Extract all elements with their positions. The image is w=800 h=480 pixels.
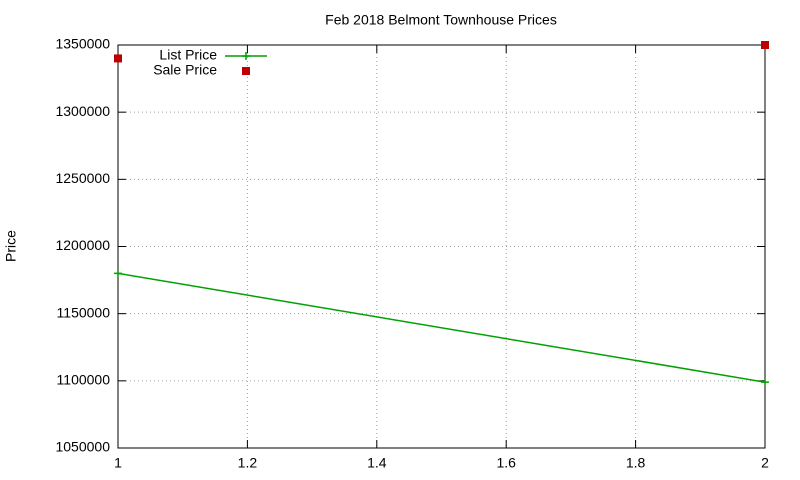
point bbox=[114, 54, 122, 63]
x-tick-label: 1.2 bbox=[238, 455, 258, 471]
x-tick-label: 1 bbox=[114, 455, 122, 471]
legend-marker bbox=[242, 67, 250, 75]
y-tick-label: 1250000 bbox=[55, 170, 110, 186]
legend-label: List Price bbox=[159, 47, 217, 63]
x-tick-label: 1.4 bbox=[367, 455, 387, 471]
legend-marker bbox=[242, 52, 250, 60]
chart-title: Feb 2018 Belmont Townhouse Prices bbox=[325, 12, 557, 28]
plot-border bbox=[117, 44, 766, 449]
y-tick-label: 1200000 bbox=[55, 237, 110, 253]
y-tick-label: 1350000 bbox=[55, 36, 110, 52]
y-tick-label: 1150000 bbox=[57, 304, 111, 320]
series-line bbox=[117, 272, 766, 383]
x-tick-label: 2 bbox=[761, 455, 769, 471]
legend-label: Sale Price bbox=[153, 62, 217, 78]
y-tick-label: 1050000 bbox=[55, 439, 110, 455]
y-tick-label: 1300000 bbox=[55, 103, 110, 119]
point bbox=[761, 378, 769, 387]
point bbox=[761, 41, 769, 49]
y-axis-label: Price bbox=[3, 230, 19, 262]
point bbox=[114, 269, 122, 278]
x-tick-label: 1.6 bbox=[496, 455, 516, 471]
y-tick-label: 1100000 bbox=[57, 372, 111, 388]
x-tick-label: 1.8 bbox=[626, 455, 646, 471]
